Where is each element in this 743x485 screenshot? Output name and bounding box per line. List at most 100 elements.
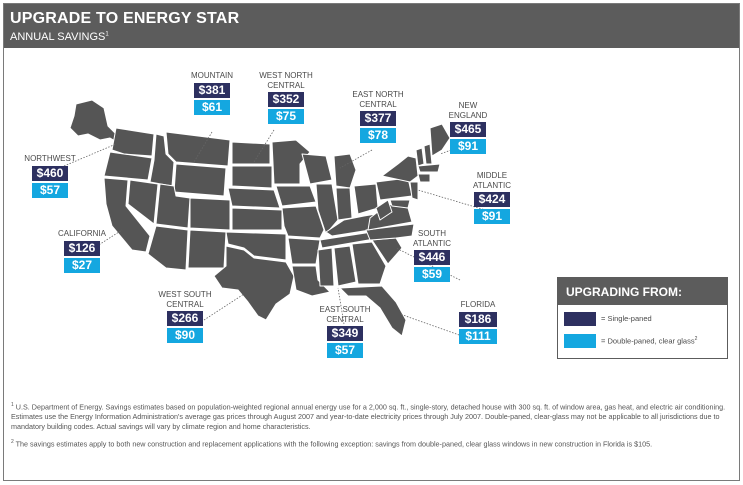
double-paned-label-text: = Double-paned, clear glass: [601, 336, 695, 346]
footnote-1: 1 U.S. Department of Energy. Savings est…: [11, 400, 736, 432]
state-texas: [213, 245, 295, 321]
region-name: CALIFORNIA: [57, 229, 106, 238]
region-name: NORTHWEST: [24, 154, 76, 163]
single-paned-value: $352: [268, 92, 304, 107]
page-title: UPGRADE TO ENERGY STAR: [10, 10, 240, 27]
footnotes: 1 U.S. Department of Energy. Savings est…: [11, 400, 736, 455]
region-west-north-central: WEST NORTH CENTRAL $352 $75: [256, 71, 316, 124]
state-connecticut: [417, 173, 431, 183]
state-ohio: [353, 183, 379, 215]
region-name-line2: CENTRAL: [267, 80, 305, 90]
subtitle-footnote-mark: 1: [105, 31, 109, 38]
region-name-line1: EAST SOUTH: [319, 305, 371, 314]
state-georgia: [351, 241, 387, 285]
state-west-virginia: [375, 199, 393, 221]
footnote-2-mark: 2: [11, 439, 14, 446]
state-maine: [429, 123, 451, 157]
region-name-line2: CENTRAL: [166, 299, 204, 309]
region-name-line2: ENGLAND: [448, 110, 488, 120]
single-paned-value: $349: [327, 326, 363, 341]
region-name-line2: ATLANTIC: [412, 238, 452, 248]
region-name-line1: EAST NORTH: [352, 90, 404, 99]
single-paned-label: = Single-paned: [601, 314, 652, 323]
state-arkansas: [287, 237, 321, 265]
region-florida: FLORIDA $186 $111: [450, 300, 506, 344]
region-west-south-central: WEST SOUTH CENTRAL $266 $90: [154, 290, 216, 343]
legend-box: UPGRADING FROM: = Single-paned = Double-…: [557, 277, 728, 359]
state-south-dakota: [231, 165, 273, 189]
state-missouri: [281, 205, 325, 239]
state-idaho: [149, 133, 175, 187]
us-map: [63, 99, 493, 337]
double-paned-value: $78: [360, 128, 396, 143]
header-bar: UPGRADE TO ENERGY STAR ANNUAL SAVINGS1: [4, 4, 739, 48]
state-illinois: [315, 183, 339, 235]
state-oregon: [103, 151, 153, 181]
state-louisiana: [291, 265, 331, 297]
leader-east-south-central: [337, 287, 345, 325]
state-nebraska: [227, 187, 281, 209]
state-arizona: [147, 225, 189, 271]
region-name-line2: CENTRAL: [359, 99, 397, 109]
double-paned-label: = Double-paned, clear glass2: [601, 336, 697, 346]
double-paned-value: $57: [32, 182, 68, 198]
state-indiana: [335, 187, 353, 221]
state-nevada: [127, 179, 159, 225]
region-new-england: NEW ENGLAND $465 $91: [444, 101, 492, 154]
single-paned-swatch: [564, 312, 596, 326]
region-south-atlantic: SOUTH ATLANTIC $446 $59: [408, 229, 456, 282]
region-california: CALIFORNIA $126 $27: [54, 229, 110, 273]
state-michigan: [333, 153, 357, 189]
single-paned-value: $465: [450, 122, 486, 137]
state-washington: [111, 127, 155, 157]
state-wisconsin: [301, 153, 333, 185]
single-paned-value: $266: [167, 311, 203, 326]
state-florida: [339, 285, 407, 337]
single-paned-value: $186: [459, 311, 497, 327]
page-subtitle: ANNUAL SAVINGS1: [10, 31, 109, 43]
leader-new-england: [439, 143, 469, 155]
infographic-frame: UPGRADE TO ENERGY STAR ANNUAL SAVINGS1: [3, 3, 740, 481]
state-iowa: [275, 185, 317, 207]
region-east-south-central: EAST SOUTH CENTRAL $349 $57: [314, 305, 376, 358]
region-east-north-central: EAST NORTH CENTRAL $377 $78: [348, 90, 408, 143]
state-new-mexico: [187, 229, 227, 269]
double-paned-value: $75: [268, 109, 304, 124]
double-paned-value: $27: [64, 257, 100, 273]
double-paned-value: $91: [474, 209, 510, 224]
region-name-line1: MIDDLE: [476, 171, 508, 180]
state-maryland: [389, 199, 411, 209]
single-paned-value: $126: [64, 240, 100, 256]
legend-title: UPGRADING FROM:: [558, 278, 727, 305]
state-wyoming: [173, 163, 227, 197]
region-name-line1: SOUTH: [418, 229, 446, 238]
state-minnesota: [271, 139, 311, 185]
leader-california: [93, 229, 123, 249]
footnote-2-text: The savings estimates apply to both new …: [15, 439, 653, 449]
single-paned-value: $446: [414, 250, 450, 265]
double-paned-value: $90: [167, 328, 203, 343]
double-paned-value: $57: [327, 343, 363, 358]
state-kansas: [231, 207, 283, 231]
region-name-line1: NEW: [458, 101, 478, 110]
footnote-1-mark: 1: [11, 402, 14, 408]
region-name: MOUNTAIN: [190, 71, 234, 80]
state-north-dakota: [231, 141, 271, 165]
state-alabama: [333, 245, 357, 287]
single-paned-value: $460: [32, 165, 68, 181]
double-paned-value: $61: [194, 99, 230, 115]
state-new-york: [381, 155, 419, 183]
double-paned-value: $111: [459, 328, 497, 344]
footnote-2: 2 The savings estimates apply to both ne…: [11, 437, 736, 449]
leader-northwest: [63, 143, 117, 167]
state-vermont: [415, 147, 425, 167]
region-name-line1: WEST SOUTH: [158, 290, 212, 299]
leader-florida: [399, 313, 463, 337]
leader-west-south-central: [203, 293, 245, 321]
double-paned-footnote-mark: 2: [694, 336, 698, 342]
double-paned-swatch: [564, 334, 596, 348]
state-north-carolina: [365, 223, 415, 241]
region-mountain: MOUNTAIN $381 $61: [190, 71, 234, 115]
region-name-line2: ATLANTIC: [472, 180, 512, 190]
state-mississippi: [317, 247, 335, 287]
